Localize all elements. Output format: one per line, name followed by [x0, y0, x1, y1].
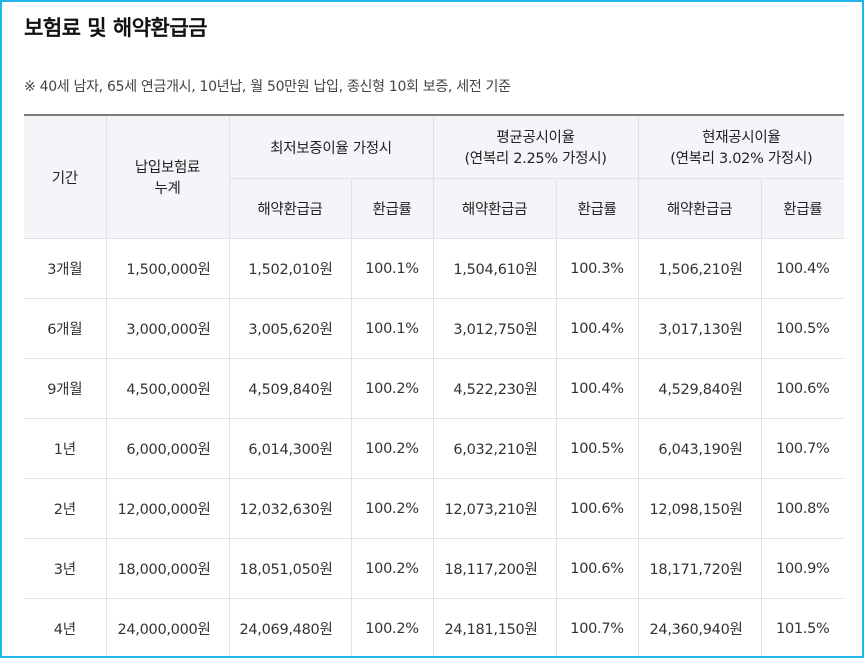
cell-period: 6개월	[24, 298, 107, 359]
cell-min-refund-amount: 3,005,620원	[228, 298, 352, 359]
cell-min-refund-rate: 100.1%	[350, 298, 434, 359]
cell-avg-refund-rate: 100.6%	[555, 478, 639, 539]
cell-cur-refund-amount: 1,506,210원	[637, 238, 762, 299]
table-row: 9개월 4,500,000원 4,509,840원 100.2% 4,522,2…	[24, 358, 845, 419]
cell-cur-refund-rate: 100.4%	[760, 238, 845, 299]
table-body: 3개월 1,500,000원 1,502,010원 100.1% 1,504,6…	[24, 238, 845, 656]
cell-avg-refund-rate: 100.3%	[555, 238, 639, 299]
cell-premium-total: 24,000,000원	[105, 598, 230, 656]
cell-premium-total: 12,000,000원	[105, 478, 230, 539]
header-avg-line2: (연복리 2.25% 가정시)	[464, 151, 607, 167]
cell-min-refund-rate: 100.2%	[350, 418, 434, 479]
header-current-rate: 현재공시이율 (연복리 3.02% 가정시)	[637, 114, 845, 179]
cell-min-refund-amount: 12,032,630원	[228, 478, 352, 539]
cell-cur-refund-amount: 24,360,940원	[637, 598, 762, 656]
cell-avg-refund-amount: 1,504,610원	[432, 238, 557, 299]
table-header: 기간 납입보험료 누계 최저보증이율 가정시 평균공시이율 (연복리 2.25%…	[24, 114, 845, 239]
cell-avg-refund-rate: 100.7%	[555, 598, 639, 656]
cell-period: 2년	[24, 478, 107, 539]
cell-avg-refund-amount: 24,181,150원	[432, 598, 557, 656]
cell-premium-total: 6,000,000원	[105, 418, 230, 479]
cell-cur-refund-rate: 101.5%	[760, 598, 845, 656]
cell-period: 9개월	[24, 358, 107, 419]
header-min-refund-rate: 환급률	[350, 178, 434, 239]
cell-period: 4년	[24, 598, 107, 656]
header-avg-rate: 평균공시이율 (연복리 2.25% 가정시)	[432, 114, 639, 179]
cell-min-refund-amount: 24,069,480원	[228, 598, 352, 656]
header-avg-refund-amount: 해약환급금	[432, 178, 557, 239]
cell-cur-refund-rate: 100.5%	[760, 298, 845, 359]
cell-avg-refund-amount: 4,522,230원	[432, 358, 557, 419]
header-avg-line1: 평균공시이율	[496, 130, 575, 146]
cell-avg-refund-amount: 18,117,200원	[432, 538, 557, 599]
cell-cur-refund-amount: 4,529,840원	[637, 358, 762, 419]
cell-premium-total: 1,500,000원	[105, 238, 230, 299]
header-premium-line2: 누계	[154, 181, 181, 197]
cell-min-refund-rate: 100.2%	[350, 538, 434, 599]
cell-cur-refund-amount: 6,043,190원	[637, 418, 762, 479]
cell-avg-refund-rate: 100.6%	[555, 538, 639, 599]
cell-avg-refund-rate: 100.4%	[555, 358, 639, 419]
cell-min-refund-rate: 100.2%	[350, 478, 434, 539]
cell-avg-refund-amount: 3,012,750원	[432, 298, 557, 359]
header-cur-refund-rate: 환급률	[760, 178, 845, 239]
cell-min-refund-amount: 6,014,300원	[228, 418, 352, 479]
cell-cur-refund-amount: 18,171,720원	[637, 538, 762, 599]
cell-cur-refund-rate: 100.7%	[760, 418, 845, 479]
cell-min-refund-amount: 1,502,010원	[228, 238, 352, 299]
cell-cur-refund-rate: 100.6%	[760, 358, 845, 419]
cell-min-refund-amount: 4,509,840원	[228, 358, 352, 419]
cell-min-refund-rate: 100.2%	[350, 598, 434, 656]
cell-avg-refund-rate: 100.5%	[555, 418, 639, 479]
header-min-refund-amount: 해약환급금	[229, 178, 352, 239]
cell-premium-total: 4,500,000원	[105, 358, 230, 419]
header-cur-line1: 현재공시이율	[702, 130, 781, 146]
header-cur-refund-amount: 해약환급금	[637, 178, 762, 239]
cell-cur-refund-amount: 3,017,130원	[637, 298, 762, 359]
cell-cur-refund-rate: 100.9%	[760, 538, 845, 599]
refund-table: 기간 납입보험료 누계 최저보증이율 가정시 평균공시이율 (연복리 2.25%…	[24, 114, 845, 656]
cell-avg-refund-rate: 100.4%	[555, 298, 639, 359]
header-period: 기간	[24, 114, 107, 239]
condition-note: ※ 40세 남자, 65세 연금개시, 10년납, 월 50만원 납입, 종신형…	[24, 79, 511, 95]
table-row: 3년 18,000,000원 18,051,050원 100.2% 18,117…	[24, 538, 845, 599]
cell-avg-refund-amount: 12,073,210원	[432, 478, 557, 539]
header-avg-refund-rate: 환급률	[555, 178, 639, 239]
cell-period: 1년	[24, 418, 107, 479]
cell-premium-total: 3,000,000원	[105, 298, 230, 359]
table-row: 3개월 1,500,000원 1,502,010원 100.1% 1,504,6…	[24, 238, 845, 299]
cell-cur-refund-amount: 12,098,150원	[637, 478, 762, 539]
header-premium-line1: 납입보험료	[134, 160, 201, 176]
table-row: 6개월 3,000,000원 3,005,620원 100.1% 3,012,7…	[24, 298, 845, 359]
header-cur-line2: (연복리 3.02% 가정시)	[670, 151, 813, 167]
page-title: 보험료 및 해약환급금	[24, 16, 208, 40]
cell-min-refund-amount: 18,051,050원	[228, 538, 352, 599]
cell-cur-refund-rate: 100.8%	[760, 478, 845, 539]
cell-min-refund-rate: 100.2%	[350, 358, 434, 419]
cell-min-refund-rate: 100.1%	[350, 238, 434, 299]
cell-period: 3개월	[24, 238, 107, 299]
table-row: 2년 12,000,000원 12,032,630원 100.2% 12,073…	[24, 478, 845, 539]
cell-period: 3년	[24, 538, 107, 599]
header-min-guarantee: 최저보증이율 가정시	[228, 114, 434, 179]
header-premium-total: 납입보험료 누계	[105, 114, 230, 239]
cell-avg-refund-amount: 6,032,210원	[432, 418, 557, 479]
table-row: 4년 24,000,000원 24,069,480원 100.2% 24,181…	[24, 598, 845, 656]
table-row: 1년 6,000,000원 6,014,300원 100.2% 6,032,21…	[24, 418, 845, 479]
cell-premium-total: 18,000,000원	[105, 538, 230, 599]
